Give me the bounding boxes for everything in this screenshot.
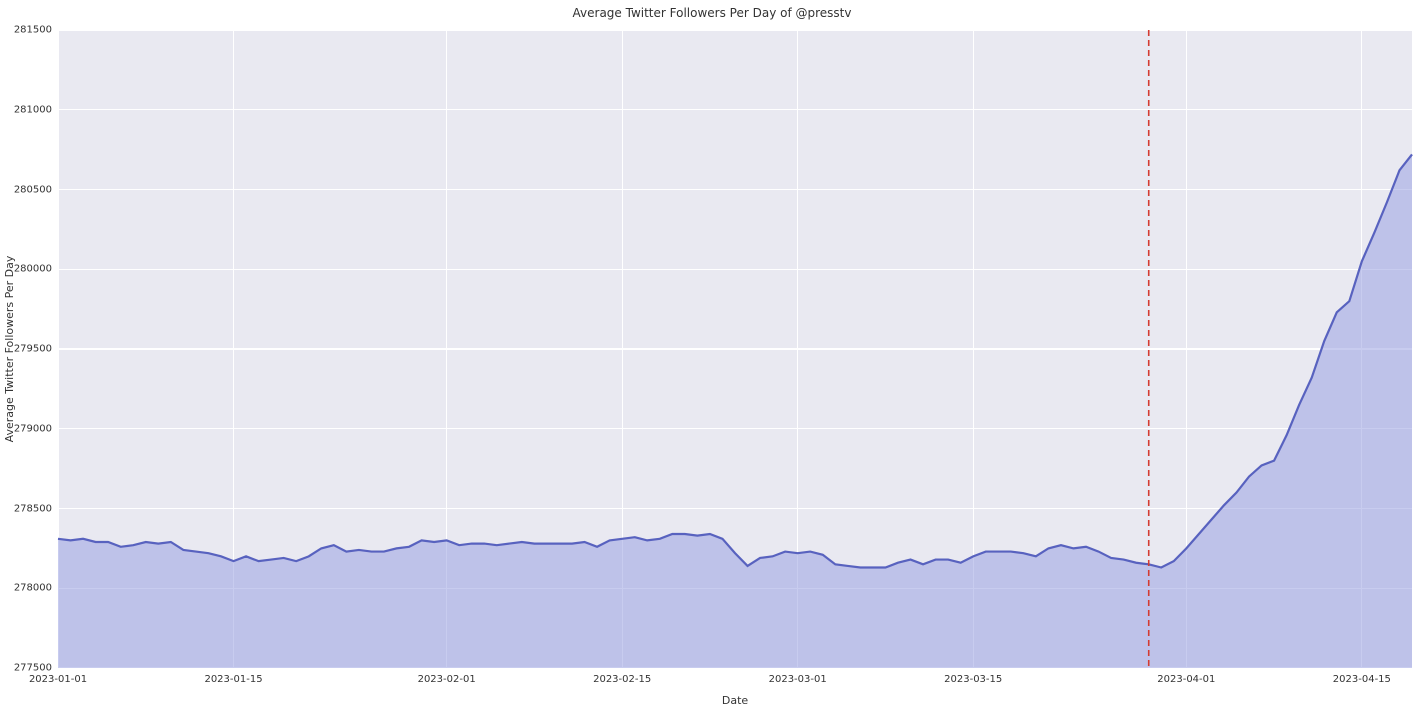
x-tick-label: 2023-04-01 (1157, 674, 1215, 685)
chart-container: Average Twitter Followers Per Day of @pr… (0, 0, 1424, 720)
x-tick-label: 2023-01-15 (204, 674, 262, 685)
y-tick-label: 281500 (14, 25, 52, 36)
chart-svg (0, 0, 1424, 720)
x-tick-label: 2023-02-15 (593, 674, 651, 685)
x-tick-label: 2023-03-01 (769, 674, 827, 685)
y-tick-label: 280000 (14, 264, 52, 275)
y-tick-label: 281000 (14, 104, 52, 115)
x-axis-label: Date (722, 694, 748, 707)
y-tick-label: 278500 (14, 503, 52, 514)
y-tick-label: 279000 (14, 423, 52, 434)
x-tick-label: 2023-01-01 (29, 674, 87, 685)
y-tick-label: 279500 (14, 344, 52, 355)
x-tick-label: 2023-04-15 (1333, 674, 1391, 685)
y-axis-label: Average Twitter Followers Per Day (3, 256, 16, 443)
series-line (58, 154, 1412, 567)
x-tick-label: 2023-03-15 (944, 674, 1002, 685)
y-tick-label: 277500 (14, 663, 52, 674)
y-tick-label: 278000 (14, 583, 52, 594)
area-fill (58, 154, 1412, 668)
y-tick-label: 280500 (14, 184, 52, 195)
x-tick-label: 2023-02-01 (418, 674, 476, 685)
